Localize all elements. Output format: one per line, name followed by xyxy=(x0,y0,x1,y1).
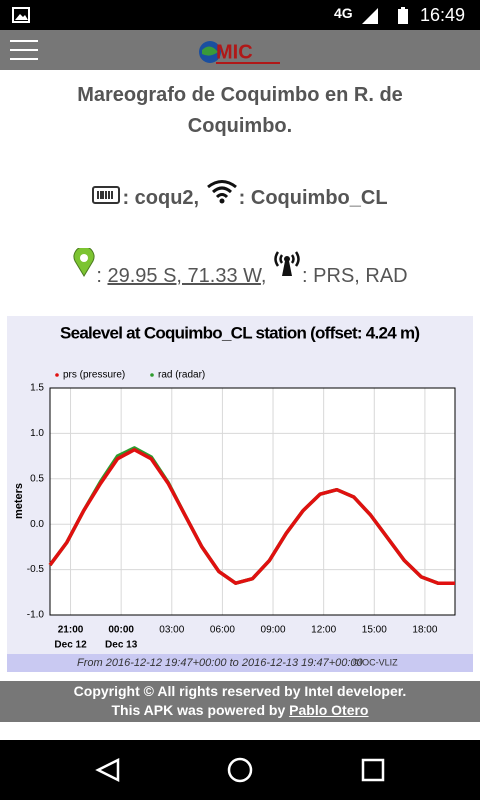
sensors: : PRS, RAD xyxy=(302,265,408,287)
logo: MIC xyxy=(199,41,280,64)
powered-line: This APK was powered by Pablo Otero xyxy=(0,701,480,720)
nav-buttons xyxy=(95,757,385,783)
status-bar: 4G 16:49 xyxy=(0,0,480,30)
station-name: : Coquimbo_CL xyxy=(238,187,388,209)
station-code: : coqu2, xyxy=(122,187,200,209)
wifi-icon xyxy=(206,180,237,204)
station-id-line: : coqu2, : Coquimbo_CL xyxy=(0,178,480,210)
logo-text: MIC xyxy=(216,41,253,63)
range-to: to xyxy=(230,657,239,669)
chart: Sealevel at Coquimbo_CL station (offset:… xyxy=(7,316,473,672)
gallery-icon xyxy=(12,7,30,23)
chart-title: Sealevel at Coquimbo_CL station (offset:… xyxy=(60,323,420,342)
legend-marker xyxy=(150,373,154,377)
y-tick-label: -1.0 xyxy=(27,610,45,621)
x-tick-label: 12:00 xyxy=(311,625,336,636)
range-end: 2016-12-13 19:47+00:00 xyxy=(241,657,364,669)
plot-area xyxy=(50,388,455,615)
plot-frame xyxy=(49,387,456,616)
back-button[interactable] xyxy=(95,757,120,783)
recents-button[interactable] xyxy=(361,758,385,782)
x-day-label: Dec 13 xyxy=(105,640,138,651)
x-tick-label: 09:00 xyxy=(261,625,286,636)
y-tick-label: 1.5 xyxy=(30,383,44,394)
menu-button[interactable] xyxy=(10,39,40,61)
y-tick-label: 0.0 xyxy=(30,519,44,530)
x-tick-label: 18:00 xyxy=(412,625,437,636)
legend-label: rad (radar) xyxy=(158,370,205,381)
station-location-line: : 29.95 S, 71.33 W, : PRS, RAD xyxy=(0,246,480,288)
footer: Copyright © All rights reserved by Intel… xyxy=(0,681,480,722)
network-type: 4G xyxy=(334,5,353,21)
legend-label: prs (pressure) xyxy=(63,370,125,381)
x-tick-label: 06:00 xyxy=(210,625,235,636)
y-tick-label: 0.5 xyxy=(30,473,44,484)
antenna-icon xyxy=(274,251,300,276)
author-link[interactable]: Pablo Otero xyxy=(289,702,369,718)
range-text: From 2016-12-12 19:47+00:00 to 2016-12-1… xyxy=(77,657,364,669)
y-tick-label: -0.5 xyxy=(27,564,45,575)
status-icons xyxy=(362,7,408,24)
barcode-icon xyxy=(92,186,121,204)
series-line xyxy=(48,447,455,585)
y-axis-label: meters xyxy=(13,483,25,519)
location-icon xyxy=(73,246,95,277)
y-tick-label: 1.0 xyxy=(30,428,44,439)
station-title: Mareografo de Coquimbo en R. de Coquimbo… xyxy=(77,84,403,137)
app-bar: MIC xyxy=(0,30,480,70)
powered-text: This APK was powered by xyxy=(111,702,286,718)
x-tick-label: 00:00 xyxy=(108,625,134,636)
credit: ©IOC-VLIZ xyxy=(353,657,398,667)
range-from: From xyxy=(77,657,103,669)
range-start: 2016-12-12 19:47+00:00 xyxy=(105,657,228,669)
x-tick-label: 21:00 xyxy=(58,625,84,636)
chart-range-strip xyxy=(7,654,473,672)
home-button[interactable] xyxy=(227,757,253,783)
location-prefix: : xyxy=(96,265,108,287)
clock: 16:49 xyxy=(420,5,466,25)
location-suffix: , xyxy=(260,265,267,287)
x-tick-label: 03:00 xyxy=(159,625,184,636)
legend-marker xyxy=(55,373,59,377)
x-day-label: Dec 12 xyxy=(54,640,87,651)
x-tick-label: 15:00 xyxy=(362,625,387,636)
location-link[interactable]: 29.95 S, 71.33 W xyxy=(107,265,261,287)
copyright: Copyright © All rights reserved by Intel… xyxy=(73,683,407,699)
nav-bar xyxy=(0,740,480,800)
